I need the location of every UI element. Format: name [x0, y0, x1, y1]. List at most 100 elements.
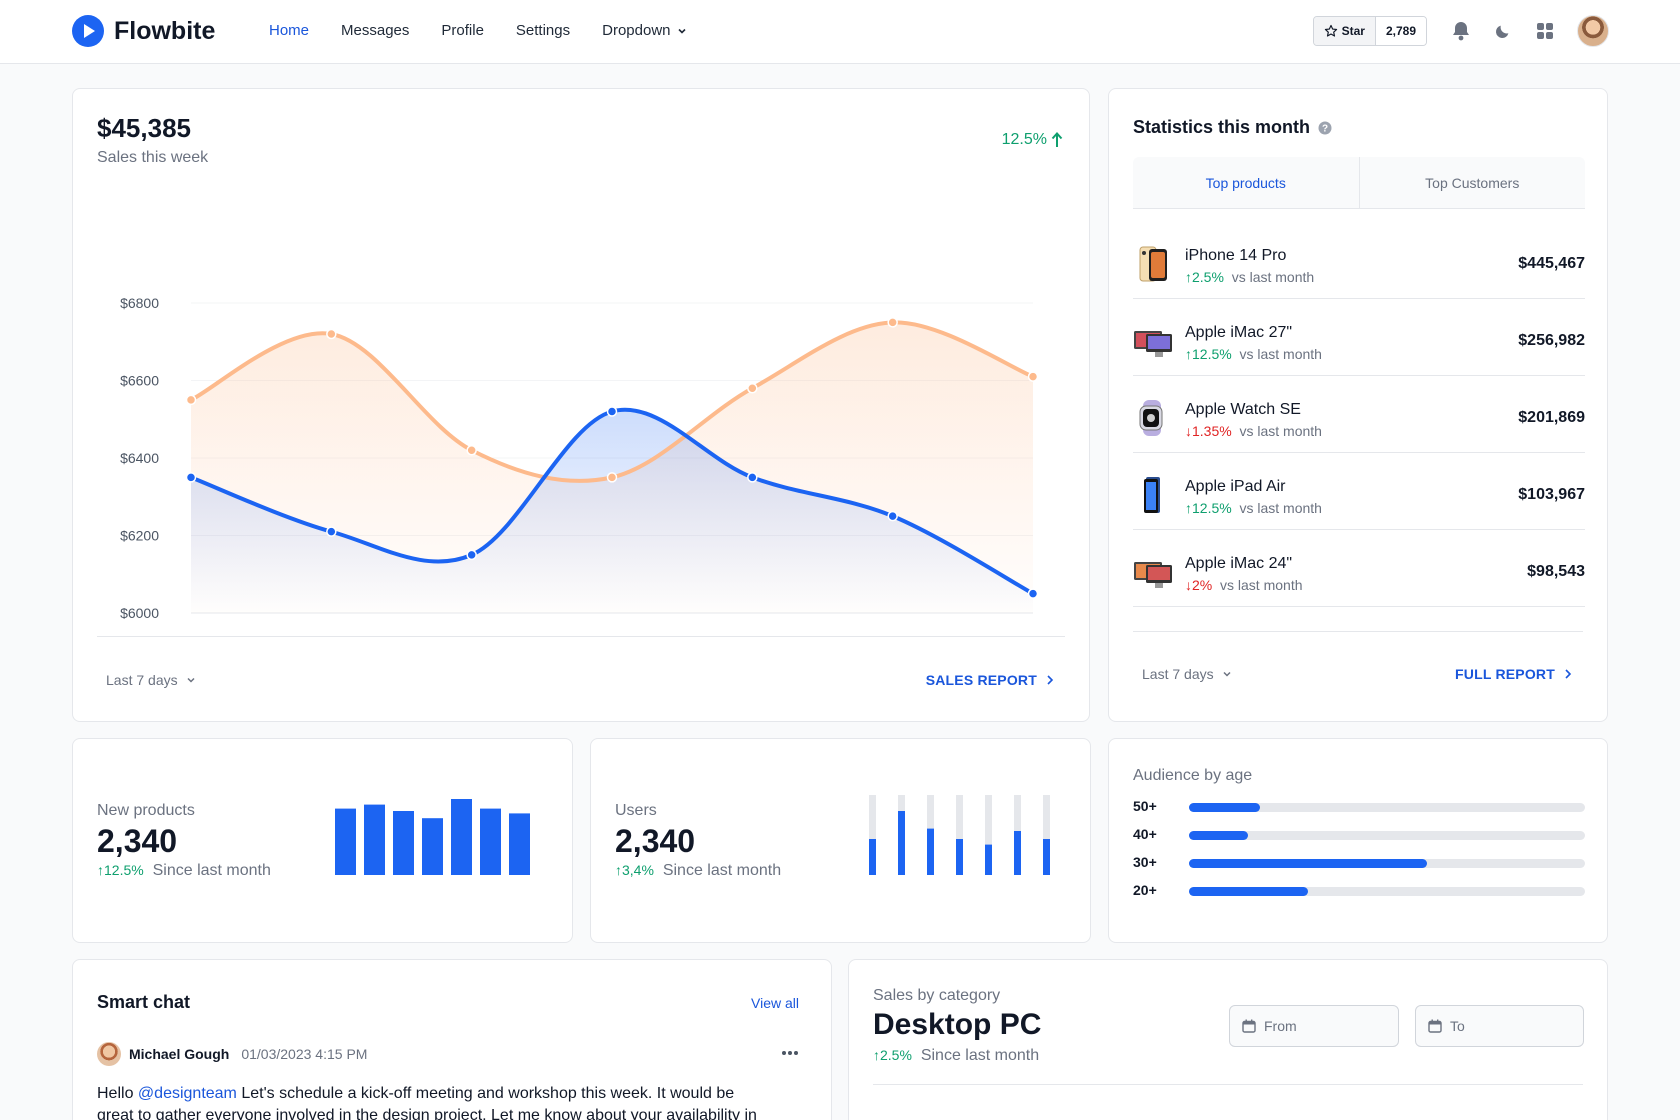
- product-change-value: 1.35%: [1192, 423, 1232, 439]
- data-point[interactable]: [887, 510, 898, 522]
- stats-period-dropdown[interactable]: Last 7 days: [1142, 666, 1232, 682]
- notifications-bell-icon[interactable]: [1451, 21, 1471, 41]
- more-options-icon[interactable]: [781, 1050, 799, 1056]
- mini-bar[interactable]: [869, 839, 876, 875]
- product-row[interactable]: Apple iMac 24" ↓2% vs last month $98,543: [1133, 530, 1585, 607]
- sales-period-label: Last 7 days: [106, 672, 178, 688]
- users-change-value: 3,4%: [622, 862, 654, 878]
- mini-bar[interactable]: [898, 811, 905, 875]
- mini-bar-track: [985, 795, 992, 875]
- product-name: iPhone 14 Pro: [1185, 247, 1287, 264]
- data-point[interactable]: [185, 394, 197, 406]
- data-point[interactable]: [466, 549, 477, 561]
- ipad-product-image: [1144, 477, 1160, 513]
- product-change: ↑2.5% vs last month: [1185, 269, 1315, 285]
- chat-view-all-link[interactable]: View all: [751, 995, 799, 1011]
- data-point[interactable]: [185, 472, 197, 483]
- star-icon: [1324, 24, 1337, 37]
- mini-bar-track: [869, 795, 876, 875]
- nav-link-home[interactable]: Home: [269, 22, 310, 39]
- product-name: Apple Watch SE: [1185, 401, 1301, 418]
- data-point[interactable]: [747, 383, 758, 394]
- data-point[interactable]: [326, 328, 337, 340]
- nav-link-settings[interactable]: Settings: [515, 22, 571, 39]
- mini-bar[interactable]: [1014, 831, 1021, 875]
- nav-actions: Star 2,789: [1312, 15, 1609, 47]
- mini-bar[interactable]: [927, 828, 934, 875]
- chat-greeting: Hello: [97, 1085, 134, 1102]
- product-change-note: vs last month: [1220, 577, 1303, 593]
- chevron-down-icon: [187, 677, 195, 683]
- tab-top-customers[interactable]: Top Customers: [1425, 174, 1520, 191]
- sales-area-chart: $6800$6600$6400$6200$6000 01 Feb02 Feb03…: [120, 295, 1039, 619]
- sales-report-link[interactable]: SALES REPORT: [926, 672, 1055, 688]
- product-name: Apple iMac 24": [1185, 555, 1293, 572]
- tab-top-products[interactable]: Top products: [1133, 157, 1360, 208]
- mini-bar[interactable]: [451, 799, 472, 875]
- chevron-down-icon: [677, 28, 686, 34]
- product-name: Apple iMac 27": [1185, 324, 1293, 341]
- data-point[interactable]: [1027, 371, 1039, 382]
- product-row[interactable]: Apple iPad Air ↑12.5% vs last month $103…: [1133, 453, 1585, 530]
- mini-bar[interactable]: [1043, 839, 1050, 875]
- full-report-link[interactable]: FULL REPORT: [1455, 666, 1573, 682]
- product-change-value: 2%: [1192, 577, 1213, 593]
- mini-bar[interactable]: [985, 844, 992, 875]
- chat-mention[interactable]: @designteam: [137, 1085, 237, 1102]
- mini-bar[interactable]: [335, 808, 356, 875]
- y-tick-label: $6800: [120, 295, 159, 311]
- product-change-value: 12.5%: [1192, 500, 1232, 516]
- apps-grid-icon[interactable]: [1535, 21, 1555, 41]
- product-row[interactable]: Apple iMac 27" ↑12.5% vs last month $256…: [1133, 299, 1585, 376]
- mini-bar[interactable]: [509, 813, 530, 875]
- user-avatar[interactable]: [1577, 15, 1609, 47]
- new-products-value: 2,340: [97, 823, 178, 859]
- dark-mode-moon-icon[interactable]: [1493, 21, 1513, 41]
- sales-change: 12.5%: [1002, 131, 1063, 149]
- age-fill: [1189, 859, 1427, 868]
- category-change: ↑2.5% Since last month: [873, 1047, 1040, 1064]
- stats-footer-divider: [1133, 631, 1583, 632]
- data-point[interactable]: [326, 526, 337, 537]
- mini-bar-track: [1043, 795, 1050, 875]
- data-point[interactable]: [747, 472, 758, 483]
- mini-bar[interactable]: [393, 811, 414, 875]
- sales-period-dropdown[interactable]: Last 7 days: [106, 672, 196, 688]
- chevron-right-icon: [1565, 669, 1572, 679]
- arrow-up-icon: [1051, 132, 1063, 147]
- data-point[interactable]: [887, 317, 898, 328]
- age-row: 20+: [1133, 880, 1585, 900]
- nav-dropdown[interactable]: Dropdown: [602, 22, 686, 39]
- nav-link-messages[interactable]: Messages: [341, 22, 410, 39]
- product-row[interactable]: Apple Watch SE ↓1.35% vs last month $201…: [1133, 376, 1585, 453]
- product-row[interactable]: iPhone 14 Pro ↑2.5% vs last month $445,4…: [1133, 222, 1585, 299]
- chevron-down-icon: [1223, 671, 1231, 677]
- new-products-change-value: 12.5%: [104, 862, 144, 878]
- data-point[interactable]: [606, 406, 618, 417]
- chat-message-body: Hello @designteam Let's schedule a kick-…: [97, 1083, 807, 1120]
- brand-logo[interactable]: Flowbite: [72, 15, 215, 47]
- sales-card: $45,385 Sales this week 12.5% $6800 $6600…: [72, 88, 1090, 722]
- full-report-label: FULL REPORT: [1455, 666, 1555, 682]
- product-price: $98,543: [1527, 563, 1585, 580]
- product-change-value: 12.5%: [1192, 346, 1232, 362]
- mini-bar[interactable]: [422, 818, 443, 875]
- star-count: 2,789: [1375, 17, 1426, 45]
- mini-bar[interactable]: [956, 839, 963, 875]
- nav-dropdown-label: Dropdown: [602, 22, 671, 39]
- chat-author-name[interactable]: Michael Gough: [129, 1046, 230, 1062]
- github-star-button[interactable]: Star 2,789: [1312, 16, 1427, 46]
- nav-link-profile[interactable]: Profile: [441, 22, 484, 39]
- mini-bar[interactable]: [480, 808, 501, 875]
- data-point[interactable]: [606, 472, 618, 483]
- data-point[interactable]: [466, 445, 477, 456]
- product-price: $201,869: [1518, 409, 1585, 426]
- info-icon[interactable]: ?: [1318, 121, 1332, 135]
- from-date-input[interactable]: From: [1229, 1005, 1399, 1047]
- product-change: ↓1.35% vs last month: [1185, 423, 1322, 439]
- to-date-input[interactable]: To: [1415, 1005, 1584, 1047]
- mini-bar[interactable]: [364, 804, 385, 875]
- age-fill: [1189, 831, 1249, 840]
- data-point[interactable]: [1027, 588, 1039, 599]
- chat-author-avatar[interactable]: [97, 1042, 121, 1066]
